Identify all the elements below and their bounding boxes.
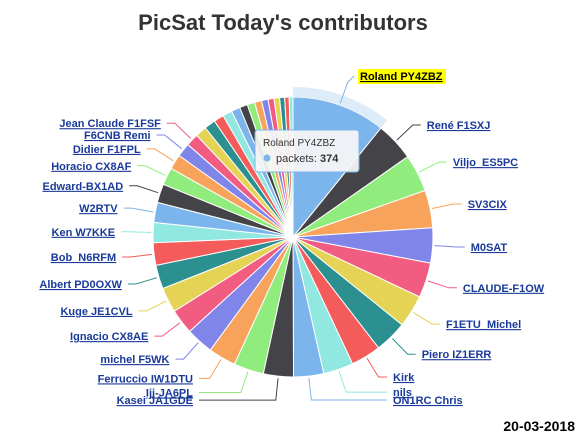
connector-kuge-je1cvl — [138, 300, 167, 312]
tooltip-key: packets: — [276, 153, 320, 165]
slice-label-michel-f5wk[interactable]: michel F5WK — [100, 354, 169, 366]
chart-title: PicSat Today's contributors — [138, 10, 428, 35]
tooltip-title: Roland PY4ZBZ — [263, 138, 335, 149]
connector-kirk — [366, 357, 387, 378]
slice-label-jean-claude-f1fsf[interactable]: Jean Claude F1FSF — [59, 118, 161, 130]
connector-ignacio-cx8ae — [154, 322, 181, 337]
slice-label-f6cnb-remi[interactable]: F6CNB Remi — [84, 130, 151, 142]
highlight-halo — [293, 87, 388, 129]
date-stamp: 20-03-2018 — [503, 418, 575, 434]
slice-label-viljo-es5pc[interactable]: Viljo_ES5PC — [453, 157, 518, 169]
connector-roland-py4zbz — [339, 75, 355, 104]
connector-claude-f1ow — [427, 280, 457, 289]
connector-ken-w7kke — [121, 231, 152, 233]
slice-label-ignacio-cx8ae[interactable]: Ignacio CX8AE — [70, 331, 148, 343]
slice-label-kasei-ja1gde[interactable]: Kasei JA1GDE — [117, 395, 193, 407]
slice-label-didier-f1fpl[interactable]: Didier F1FPL — [73, 144, 141, 156]
connector-w2rtv — [123, 207, 154, 213]
slice-label-ferruccio-iw1dtu[interactable]: Ferruccio IW1DTU — [98, 373, 193, 385]
connector-piero-iz1err — [392, 338, 416, 355]
slice-label-ken-w7kke[interactable]: Ken W7KKE — [52, 227, 116, 239]
connector-ferruccio-iw1dtu — [199, 359, 222, 379]
slice-label-claude-f1ow[interactable]: CLAUDE-F1OW — [463, 283, 545, 295]
connector-viljo-es5pc — [419, 161, 447, 173]
slice-label-iji-ja6pl[interactable]: Iji-JA6PL — [146, 388, 193, 400]
connector-michel-f5wk — [175, 342, 199, 360]
connector-edward-bx1ad — [129, 185, 159, 194]
slice-label-albert-pd0oxw[interactable]: Albert PD0OXW — [39, 279, 122, 291]
slice-label-roland-py4zbz[interactable]: Roland PY4ZBZ — [360, 71, 443, 83]
tooltip-box — [254, 129, 360, 173]
slice-label-sv3cix[interactable]: SV3CIX — [468, 199, 508, 211]
tooltip-dot — [263, 154, 271, 162]
highlight-label-bg — [358, 69, 446, 84]
connector-sv3cix — [431, 203, 462, 209]
slice-label-kirk[interactable]: Kirk — [393, 372, 415, 384]
slice-label-nils[interactable]: nils — [393, 387, 412, 399]
connector-didier-f1fpl — [146, 148, 174, 162]
slice-label-ren-f1sxj[interactable]: René F1SXJ — [427, 120, 491, 132]
connector-kasei-ja1gde — [199, 378, 279, 401]
label-connectors — [121, 75, 465, 401]
slice-label-piero-iz1err[interactable]: Piero IZ1ERR — [422, 349, 492, 361]
pie-slices — [152, 87, 434, 378]
slice-label-edward-bx1ad[interactable]: Edward-BX1AD — [43, 181, 124, 193]
tooltip-line: packets: 374 — [276, 153, 339, 165]
connector-f1etu-michel — [413, 311, 440, 325]
connector-ren-f1sxj — [396, 124, 421, 141]
connector-m0sat — [434, 245, 465, 248]
connector-horacio-cx8af — [137, 165, 166, 176]
tooltip-value: 374 — [320, 153, 339, 165]
slice-label-m0sat[interactable]: M0SAT — [471, 242, 508, 254]
connector-jean-claude-f1fsf — [166, 122, 192, 139]
connector-nils — [338, 371, 387, 393]
slice-label-w2rtv[interactable]: W2RTV — [79, 203, 118, 215]
connector-bob-n6rfm — [122, 253, 153, 258]
connector-f6cnb-remi — [156, 134, 183, 150]
slice-label-f1etu-michel[interactable]: F1ETU_Michel — [446, 319, 521, 331]
connector-albert-pd0oxw — [127, 277, 158, 285]
slice-label-bob-n6rfm[interactable]: Bob_N6RFM — [51, 252, 116, 264]
slice-label-kuge-je1cvl[interactable]: Kuge JE1CVL — [60, 306, 132, 318]
tooltip: Roland PY4ZBZ packets: 374 — [254, 129, 360, 173]
connector-iji-ja6pl — [199, 371, 249, 393]
connector-on1rc-chris — [308, 378, 387, 401]
slice-labels: Roland PY4ZBZ René F1SXJ Viljo_ES5PC SV3CIX… — [39, 69, 545, 407]
slice-label-on1rc-chris[interactable]: ON1RC Chris — [393, 395, 463, 407]
slice-label-horacio-cx8af[interactable]: Horacio CX8AF — [51, 161, 131, 173]
